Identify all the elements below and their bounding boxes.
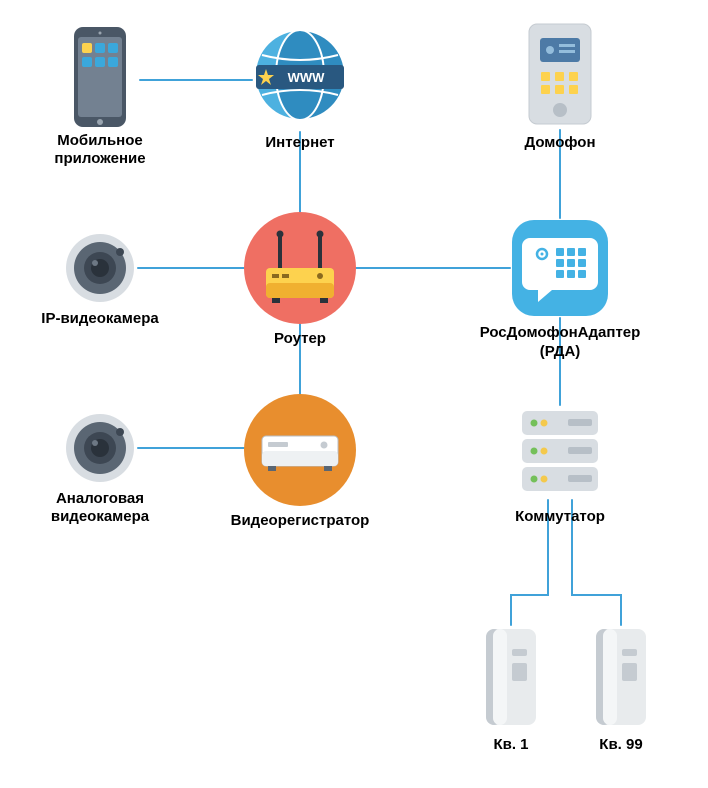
dvr-icon: [242, 392, 358, 508]
label-rda: РосДомофонАдаптер(РДА): [470, 324, 650, 362]
node-dvr: [242, 392, 358, 513]
label-mobile-app: Мобильноеприложение: [30, 132, 170, 168]
label-analogcam: Аналоговаявидеокамера: [30, 490, 170, 526]
intercom-icon: [515, 20, 605, 130]
router-icon: [242, 210, 358, 326]
label-intercom: Домофон: [500, 134, 620, 151]
camera-icon: [62, 410, 138, 486]
handset-icon: [476, 623, 546, 733]
node-switch: [510, 403, 610, 508]
node-analogcam: [62, 410, 138, 491]
camera-icon: [62, 230, 138, 306]
node-internet: WWW: [250, 25, 350, 135]
switch-icon: [510, 403, 610, 503]
globe-icon: WWW: [250, 25, 350, 130]
label-switch: Коммутатор: [500, 508, 620, 525]
label-apt99: Кв. 99: [586, 736, 656, 753]
label-apt1: Кв. 1: [476, 736, 546, 753]
label-ipcam: IP-видеокамера: [30, 310, 170, 327]
rda-icon: [508, 216, 612, 320]
handset-icon: [586, 623, 656, 733]
node-router: [242, 210, 358, 331]
label-router: Роутер: [250, 330, 350, 347]
node-intercom: [515, 20, 605, 135]
label-internet: Интернет: [250, 134, 350, 151]
phone-icon: [60, 25, 140, 130]
node-rda: [508, 216, 612, 325]
node-mobile-app: [60, 25, 140, 135]
node-apt99: [586, 623, 656, 738]
svg-text:WWW: WWW: [288, 70, 326, 85]
node-apt1: [476, 623, 546, 738]
node-ipcam: [62, 230, 138, 311]
label-dvr: Видеорегистратор: [220, 512, 380, 529]
